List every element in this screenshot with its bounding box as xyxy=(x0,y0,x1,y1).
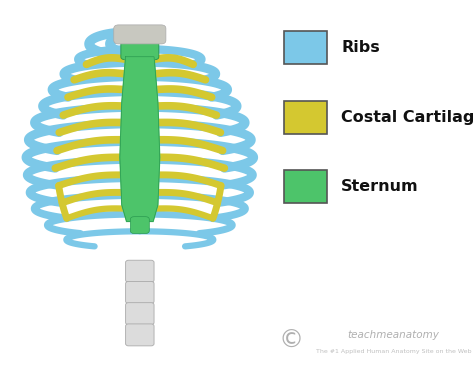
Text: ©: © xyxy=(279,329,304,353)
Text: The #1 Applied Human Anatomy Site on the Web: The #1 Applied Human Anatomy Site on the… xyxy=(316,349,471,354)
Text: Sternum: Sternum xyxy=(341,179,419,194)
FancyBboxPatch shape xyxy=(126,303,154,325)
FancyBboxPatch shape xyxy=(284,101,327,134)
Text: Ribs: Ribs xyxy=(341,40,380,55)
FancyBboxPatch shape xyxy=(126,281,154,303)
Text: teachmeanatomy: teachmeanatomy xyxy=(347,330,439,340)
Polygon shape xyxy=(120,57,160,221)
FancyBboxPatch shape xyxy=(284,31,327,64)
FancyBboxPatch shape xyxy=(114,25,166,44)
FancyBboxPatch shape xyxy=(130,217,149,234)
FancyBboxPatch shape xyxy=(284,170,327,203)
FancyBboxPatch shape xyxy=(126,260,154,282)
Text: Costal Cartilage: Costal Cartilage xyxy=(341,110,474,124)
FancyBboxPatch shape xyxy=(121,36,159,60)
FancyBboxPatch shape xyxy=(126,324,154,346)
